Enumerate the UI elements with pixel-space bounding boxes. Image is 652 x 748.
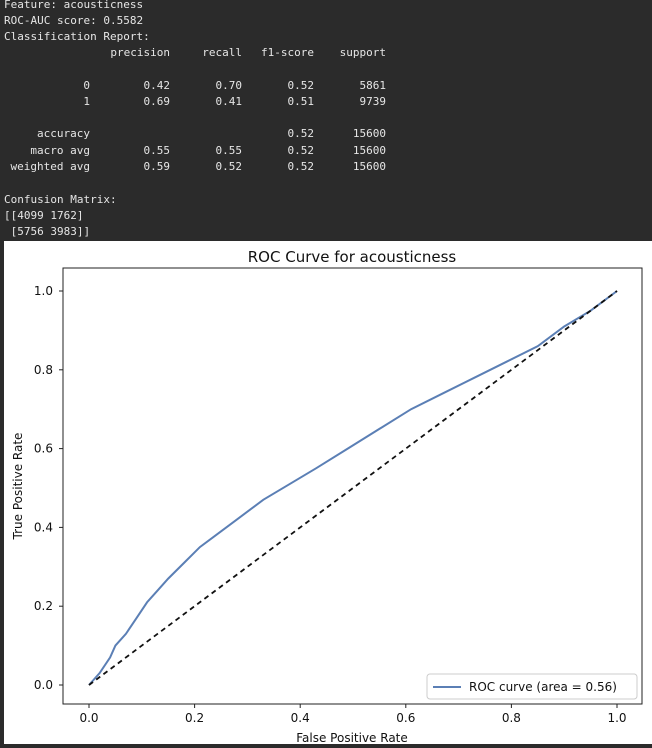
plot-output: ROC Curve for acousticness 0.0 0.2 0.4 0.6 0…: [0, 241, 652, 745]
row-precision: 0.69: [143, 95, 171, 108]
x-tick-label: 0.6: [396, 711, 415, 725]
feature-line: Feature: acousticness: [4, 0, 144, 11]
confusion-line-2: [5756 3983]]: [4, 225, 91, 238]
x-axis-label: False Positive Rate: [296, 731, 408, 744]
plot-frame: [62, 267, 643, 705]
header-recall: recall: [202, 46, 242, 59]
report-title: Classification Report:: [4, 30, 150, 43]
roc-curve-line: [88, 290, 618, 686]
chart-title: ROC Curve for acousticness: [248, 248, 457, 266]
row-label: weighted avg: [10, 160, 90, 173]
legend: ROC curve (area = 0.56): [426, 673, 638, 700]
confusion-title: Confusion Matrix:: [4, 193, 117, 206]
y-tick-label: 0.0: [34, 678, 53, 692]
series-layer: [88, 290, 618, 686]
x-tick-label: 0.4: [291, 711, 310, 725]
header-precision: precision: [110, 46, 170, 59]
row-label: 0: [83, 79, 90, 92]
row-precision: 0.59: [143, 160, 171, 173]
row-f1: 0.52: [287, 160, 315, 173]
y-tick-label: 1.0: [34, 284, 53, 298]
legend-label: ROC curve (area = 0.56): [469, 680, 617, 694]
x-tick-label: 0.2: [185, 711, 204, 725]
confusion-line-1: [[4099 1762]: [4, 209, 84, 222]
row-precision: 0.42: [143, 79, 171, 92]
roc-chart: ROC Curve for acousticness 0.0 0.2 0.4 0.6 0…: [11, 248, 643, 745]
row-label: macro avg: [30, 144, 90, 157]
row-support: 9739: [359, 95, 387, 108]
x-tick-label: 0.8: [502, 711, 521, 725]
legend-box: [426, 673, 638, 700]
roc-auc-line: ROC-AUC score: 0.5582: [4, 14, 144, 27]
row-f1: 0.52: [287, 144, 315, 157]
cell-gutter: [0, 241, 4, 744]
y-tick-label: 0.8: [34, 363, 53, 377]
y-tick-label: 0.6: [34, 442, 53, 456]
row-recall: 0.55: [215, 144, 243, 157]
row-label: 1: [83, 95, 90, 108]
y-axis-label: True Positive Rate: [11, 433, 25, 541]
axis-ticks: 0.0 0.2 0.4 0.6 0.8 1.0 0.0 0.2 0.4 0.6 0.8 1.0: [34, 284, 627, 725]
row-recall: 0.41: [215, 95, 243, 108]
row-support: 15600: [352, 144, 386, 157]
x-tick-label: 1.0: [607, 711, 626, 725]
row-support: 15600: [352, 127, 386, 140]
row-recall: 0.70: [215, 79, 243, 92]
chance-diagonal-line: [88, 290, 618, 686]
console-output: Feature: acousticness ROC-AUC score: 0.5…: [0, 0, 652, 240]
row-f1: 0.51: [287, 95, 315, 108]
y-tick-label: 0.2: [34, 599, 53, 613]
row-support: 15600: [352, 160, 386, 173]
row-label: accuracy: [37, 127, 90, 140]
row-f1: 0.52: [287, 127, 315, 140]
row-f1: 0.52: [287, 79, 315, 92]
y-tick-label: 0.4: [34, 520, 53, 534]
header-support: support: [339, 46, 386, 59]
header-f1-score: f1-score: [261, 46, 314, 59]
row-precision: 0.55: [143, 144, 171, 157]
x-tick-label: 0.0: [79, 711, 98, 725]
row-recall: 0.52: [215, 160, 243, 173]
row-support: 5861: [359, 79, 387, 92]
